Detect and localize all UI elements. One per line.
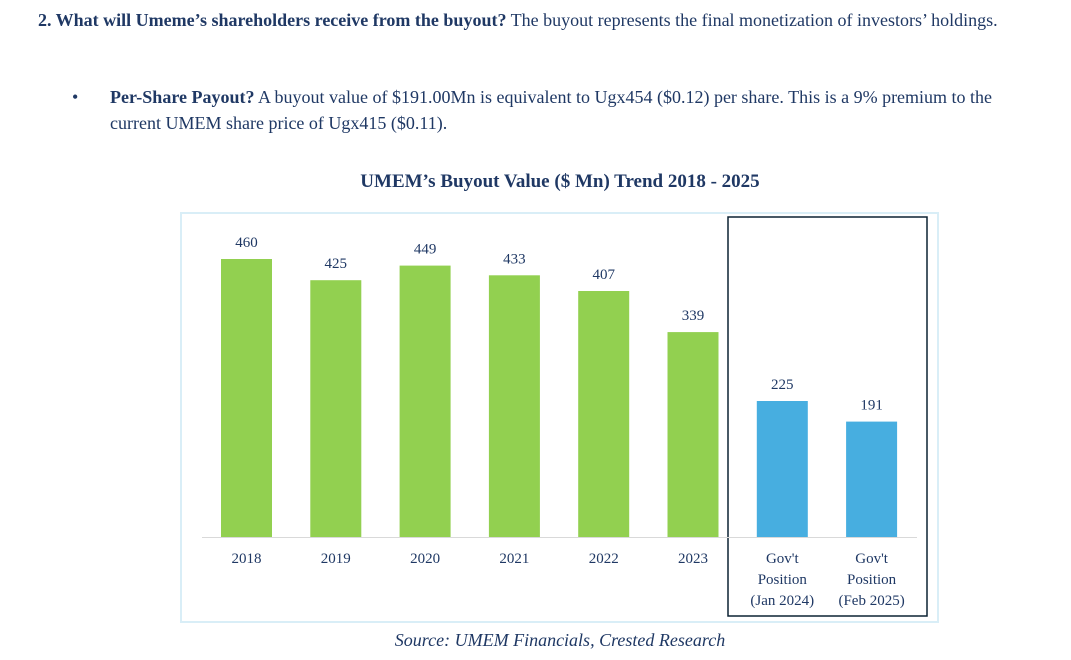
bar-6 [756, 401, 808, 537]
bullet-text-block: Per-Share Payout? A buyout value of $191… [110, 84, 1010, 136]
bullet-lead: Per-Share Payout? [110, 87, 255, 107]
x-tick-label-7-line-1: Position [847, 572, 897, 588]
bar-1 [310, 280, 362, 537]
x-tick-label-7-line-0: Gov't [855, 551, 889, 567]
x-tick-label-4: 2022 [589, 551, 619, 567]
x-tick-label-5: 2023 [678, 551, 708, 567]
bar-3 [488, 275, 540, 537]
x-tick-label-0: 2018 [232, 551, 262, 567]
highlight-box [727, 216, 928, 617]
data-label-3: 433 [503, 251, 526, 267]
data-label-7: 191 [860, 398, 883, 414]
x-tick-label-7-line-2: (Feb 2025) [838, 593, 904, 609]
bullet-symbol: • [72, 87, 79, 107]
data-label-4: 407 [592, 267, 615, 283]
data-label-1: 425 [325, 256, 348, 272]
bar-4 [578, 291, 630, 537]
question-text: The buyout represents the final monetiza… [506, 10, 998, 30]
x-tick-label-3: 2021 [499, 551, 529, 567]
bar-2 [399, 265, 451, 537]
question-lead: 2. What will Umeme’s shareholders receiv… [38, 10, 507, 30]
data-label-5: 339 [682, 308, 705, 324]
question-paragraph: 2. What will Umeme’s shareholders receiv… [38, 6, 1038, 34]
chart-title: UMEM’s Buyout Value ($ Mn) Trend 2018 - … [360, 171, 760, 192]
data-label-6: 225 [771, 377, 794, 393]
x-tick-label-6-line-1: Position [758, 572, 808, 588]
x-tick-label-6-line-2: (Jan 2024) [750, 593, 814, 609]
chart-frame [180, 212, 939, 623]
x-tick-label-1: 2019 [321, 551, 351, 567]
x-tick-label-6-line-0: Gov't [766, 551, 800, 567]
bar-5 [667, 332, 719, 537]
x-tick-label-2: 2020 [410, 551, 440, 567]
bar-7 [846, 421, 898, 537]
bar-0 [221, 259, 272, 537]
chart-source: Source: UMEM Financials, Crested Researc… [394, 630, 726, 650]
data-label-0: 460 [235, 235, 258, 251]
data-label-2: 449 [414, 242, 437, 258]
bullet-text: A buyout value of $191.00Mn is equivalen… [110, 87, 993, 133]
